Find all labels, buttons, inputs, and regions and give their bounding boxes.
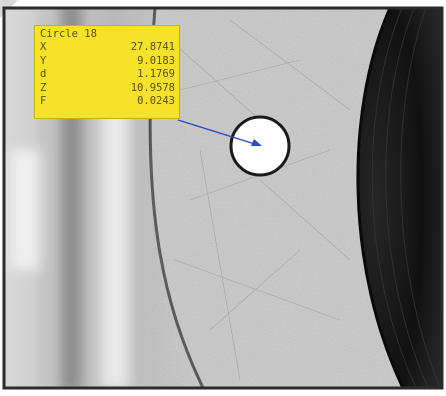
measurement-key: d xyxy=(40,68,47,81)
measurement-key: Z xyxy=(40,81,47,94)
measurement-key: Y xyxy=(40,54,47,67)
measurement-value: 0.0243 xyxy=(137,95,175,108)
measurement-value: 27.8741 xyxy=(130,41,175,54)
measurement-key: X xyxy=(40,41,47,54)
measurement-value: 10.9578 xyxy=(130,81,175,94)
measurement-row-d: d 1.1769 xyxy=(40,68,175,81)
measurement-key: F xyxy=(40,95,47,108)
measurement-value: 9.0183 xyxy=(137,54,175,67)
image-frame xyxy=(2,6,444,390)
measurement-row-z: Z 10.9578 xyxy=(40,82,175,95)
measurement-row-x: X 27.8741 xyxy=(40,41,175,54)
measurement-label[interactable]: Circle 18 X 27.8741 Y 9.0183 d 1.1769 Z … xyxy=(34,25,180,119)
measurement-title: Circle 18 xyxy=(40,28,97,40)
measurement-row-f: F 0.0243 xyxy=(40,95,175,108)
measurement-value: 1.1769 xyxy=(137,68,175,81)
leader-line xyxy=(177,119,259,146)
leader-arrowhead xyxy=(251,139,262,146)
measurement-row-y: Y 9.0183 xyxy=(40,55,175,68)
